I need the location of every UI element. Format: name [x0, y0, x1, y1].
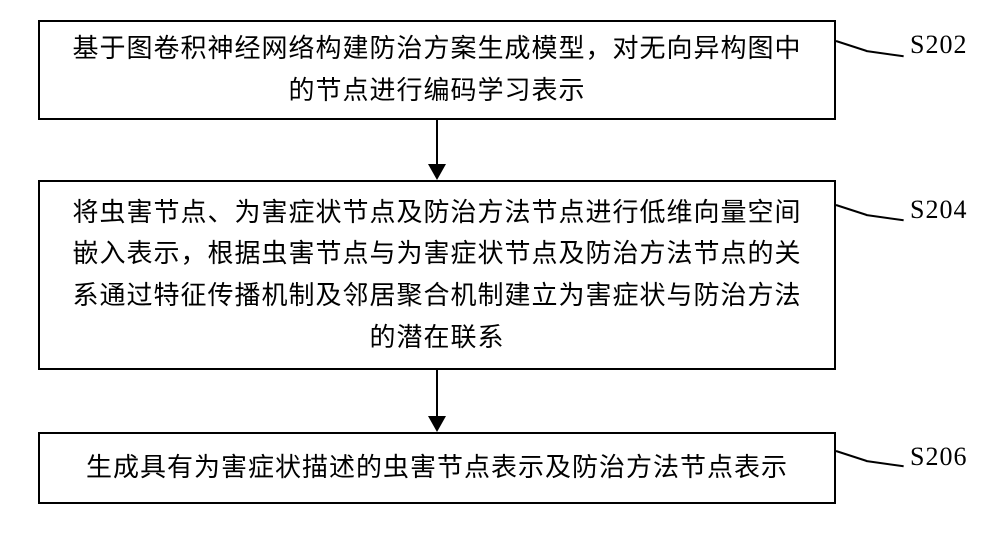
leader-line	[866, 460, 904, 467]
leader-line	[866, 214, 904, 221]
step-box-s206: 生成具有为害症状描述的虫害节点表示及防治方法节点表示	[38, 432, 836, 504]
step-text-s206: 生成具有为害症状描述的虫害节点表示及防治方法节点表示	[86, 447, 788, 489]
arrow-head	[428, 416, 446, 432]
step-box-s202: 基于图卷积神经网络构建防治方案生成模型，对无向异构图中的节点进行编码学习表示	[38, 20, 836, 120]
leader-line	[836, 40, 867, 52]
step-text-s202: 基于图卷积神经网络构建防治方案生成模型，对无向异构图中的节点进行编码学习表示	[60, 28, 814, 111]
connector-arrow	[436, 120, 438, 164]
connector-arrow	[436, 370, 438, 416]
step-label-s206: S206	[910, 442, 967, 472]
step-label-s202: S202	[910, 30, 967, 60]
leader-line	[866, 50, 904, 57]
step-label-s204: S204	[910, 195, 967, 225]
leader-line	[836, 204, 867, 216]
step-text-s204: 将虫害节点、为害症状节点及防治方法节点进行低维向量空间嵌入表示，根据虫害节点与为…	[60, 192, 814, 358]
arrow-head	[428, 164, 446, 180]
leader-line	[836, 450, 867, 462]
flowchart-canvas: 基于图卷积神经网络构建防治方案生成模型，对无向异构图中的节点进行编码学习表示 S…	[0, 0, 1000, 537]
step-box-s204: 将虫害节点、为害症状节点及防治方法节点进行低维向量空间嵌入表示，根据虫害节点与为…	[38, 180, 836, 370]
